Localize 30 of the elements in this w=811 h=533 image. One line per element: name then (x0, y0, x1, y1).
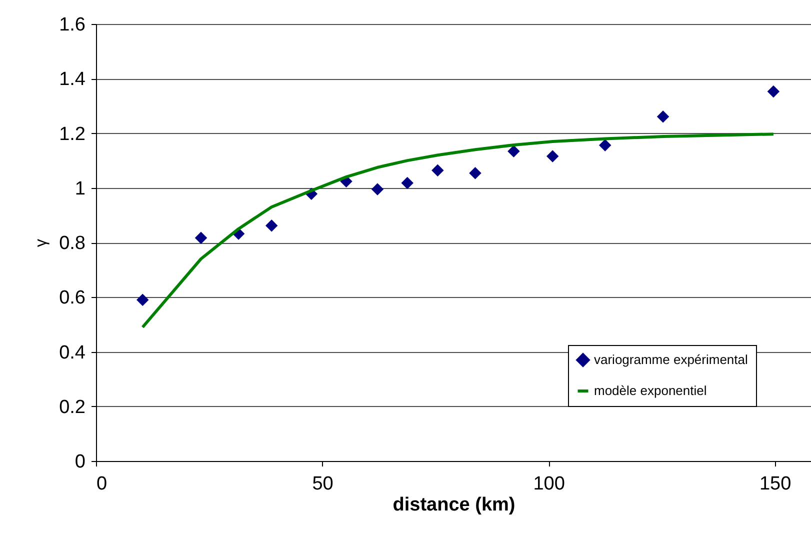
point (508, 145, 520, 158)
y-tick-label: 1.4 (59, 69, 86, 90)
x-tick-label: 150 (759, 474, 792, 494)
legend-label: variogramme expérimental (594, 352, 748, 367)
legend-label: modèle exponentiel (594, 383, 707, 398)
point (432, 164, 444, 177)
y-tick-label: 1.6 (59, 14, 86, 36)
point (469, 167, 482, 180)
point (401, 176, 414, 190)
y-tick-label: 0.2 (59, 396, 86, 418)
y-tick-label: 0 (74, 452, 86, 472)
y-tick-label: 1 (74, 178, 86, 200)
point (194, 232, 208, 244)
point (265, 219, 278, 232)
point (136, 294, 149, 306)
y-axis-title: γ (33, 239, 50, 247)
line-series (141, 132, 775, 329)
x-tick-label: 0 (96, 474, 108, 494)
x-axis-title: distance (km) (392, 494, 516, 516)
x-tick-label: 100 (533, 474, 565, 494)
point (767, 85, 780, 98)
point (546, 150, 559, 162)
y-tick-label: 1.2 (59, 124, 86, 145)
point (371, 183, 384, 196)
y-tick-label: 0.8 (59, 233, 86, 254)
x-tick-label: 50 (312, 474, 334, 494)
y-tick-label: 0.6 (59, 288, 86, 309)
point (598, 139, 612, 152)
point (656, 110, 670, 123)
y-tick-label: 0.4 (59, 342, 86, 364)
